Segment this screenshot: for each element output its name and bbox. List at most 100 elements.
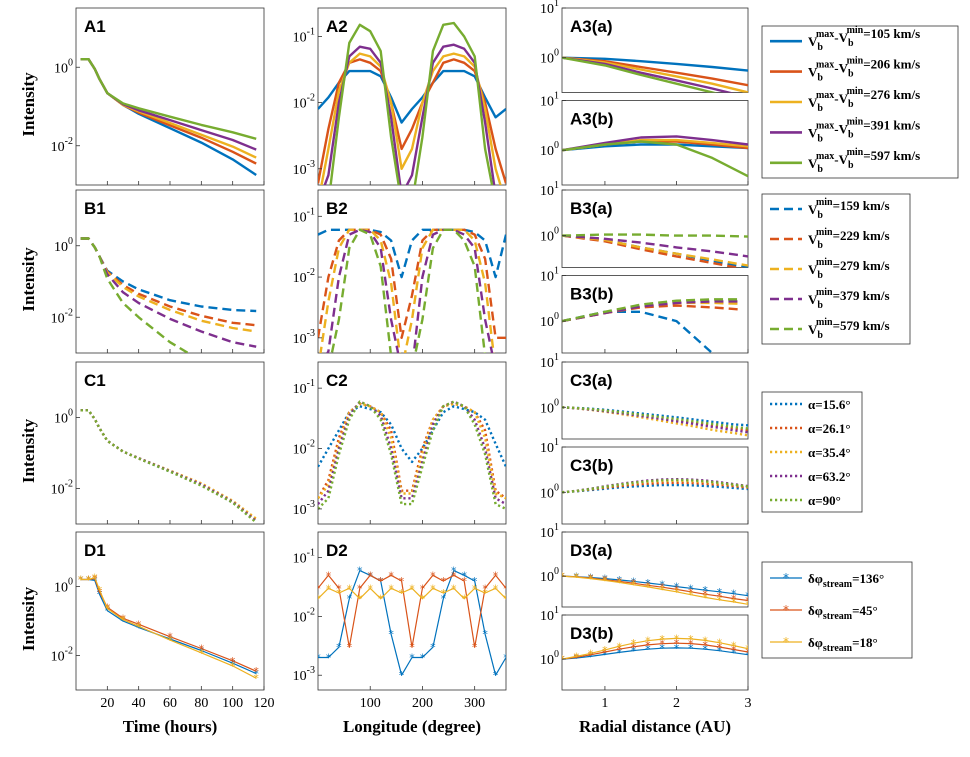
series-marker: * xyxy=(645,577,651,590)
series-marker: * xyxy=(199,642,205,655)
panel-B2 xyxy=(317,189,507,354)
series-group xyxy=(318,400,506,510)
series-group xyxy=(80,237,257,353)
series-marker: * xyxy=(253,665,259,678)
series-marker: * xyxy=(616,640,622,653)
series-marker: * xyxy=(472,641,478,654)
y-axis-label: Intensity xyxy=(19,586,38,651)
series-line xyxy=(562,575,748,597)
series-marker: * xyxy=(688,589,694,602)
series-marker: * xyxy=(702,643,708,656)
series-marker: * xyxy=(199,647,205,660)
series-line xyxy=(80,409,257,521)
series-marker: * xyxy=(659,581,665,594)
series-marker: * xyxy=(378,575,384,588)
series-marker: * xyxy=(659,642,665,655)
panel-label: C3(b) xyxy=(570,456,613,475)
series-line xyxy=(562,135,748,152)
series-line xyxy=(80,237,257,333)
series-marker: * xyxy=(745,649,751,662)
series-marker: * xyxy=(493,582,499,595)
legend-label: δφstream=45° xyxy=(808,603,878,622)
series-marker: * xyxy=(482,587,488,600)
panel-A3a xyxy=(561,7,749,93)
legend-marker: * xyxy=(783,635,789,649)
series-marker: * xyxy=(574,650,580,663)
series-line xyxy=(329,21,494,185)
x-axis-label-time: Time (hours) xyxy=(123,717,218,736)
legend-label: α=26.1° xyxy=(808,421,851,436)
legend-label: Vbmin=229 km/s xyxy=(808,227,890,251)
series-line xyxy=(80,409,257,523)
series-marker: * xyxy=(503,652,509,665)
series-marker: * xyxy=(731,647,737,660)
series-marker: * xyxy=(326,569,332,582)
series-marker: * xyxy=(253,668,259,681)
series-marker: * xyxy=(559,653,565,666)
panel-D2 xyxy=(317,531,507,691)
series-line xyxy=(562,642,748,660)
x-axis-label-radial: Radial distance (AU) xyxy=(579,717,731,736)
series-line xyxy=(562,483,748,494)
series-marker: * xyxy=(136,621,142,634)
series-marker: * xyxy=(451,582,457,595)
y-tick-label: 10-2 xyxy=(51,646,73,665)
panel-D3b xyxy=(561,614,749,691)
series-marker: * xyxy=(588,650,594,663)
series-line xyxy=(318,69,506,124)
y-tick-label: 100 xyxy=(540,397,559,416)
series-marker: * xyxy=(451,569,457,582)
series-group xyxy=(562,56,748,93)
panel-label: B2 xyxy=(326,199,348,218)
series-marker: * xyxy=(717,637,723,650)
x-axis-label-longitude: Longitude (degree) xyxy=(343,717,481,736)
x-tick-label: 100 xyxy=(360,696,381,711)
series-marker: * xyxy=(399,587,405,600)
series-marker: * xyxy=(367,569,373,582)
series-marker: * xyxy=(717,586,723,599)
y-tick-label: 10-3 xyxy=(293,159,315,178)
y-tick-label: 101 xyxy=(540,437,559,456)
series-marker: * xyxy=(631,575,637,588)
series-marker: * xyxy=(493,669,499,682)
y-tick-label: 101 xyxy=(540,605,559,624)
y-tick-label: 100 xyxy=(540,48,559,67)
series-marker: * xyxy=(461,575,467,588)
series-marker: * xyxy=(461,593,467,606)
series-marker: * xyxy=(702,639,708,652)
y-tick-label: 10-3 xyxy=(293,328,315,347)
series-marker: * xyxy=(645,581,651,594)
y-tick-label: 100 xyxy=(540,566,559,585)
y-tick-label: 10-2 xyxy=(293,606,315,625)
series-marker: * xyxy=(97,588,103,601)
series-marker: * xyxy=(688,633,694,646)
series-marker: * xyxy=(347,593,353,606)
legend-label: Vbmax-Vbmin=276 km/s xyxy=(808,86,920,114)
series-marker: * xyxy=(645,579,651,592)
legend-label: α=15.6° xyxy=(808,397,851,412)
y-tick-label: 10-2 xyxy=(51,307,73,326)
series-marker: * xyxy=(503,593,509,606)
series-marker: * xyxy=(731,596,737,609)
series-marker: * xyxy=(482,582,488,595)
series-marker: * xyxy=(702,584,708,597)
series-line xyxy=(562,143,748,152)
series-marker: * xyxy=(472,575,478,588)
y-axis-label: Intensity xyxy=(19,418,38,483)
series-line xyxy=(562,304,741,323)
series-marker: * xyxy=(588,649,594,662)
series-marker: * xyxy=(493,569,499,582)
series-marker: * xyxy=(409,582,415,595)
series-marker: * xyxy=(717,641,723,654)
series-line xyxy=(562,233,748,238)
series-line xyxy=(562,406,748,427)
series-marker: * xyxy=(745,646,751,659)
y-tick-label: 100 xyxy=(540,649,559,668)
series-marker: * xyxy=(731,593,737,606)
series-marker: * xyxy=(336,582,342,595)
series-marker: * xyxy=(136,620,142,633)
panel-label: C1 xyxy=(84,371,106,390)
series-marker: * xyxy=(441,587,447,600)
series-marker: * xyxy=(472,582,478,595)
series-line xyxy=(562,406,748,430)
